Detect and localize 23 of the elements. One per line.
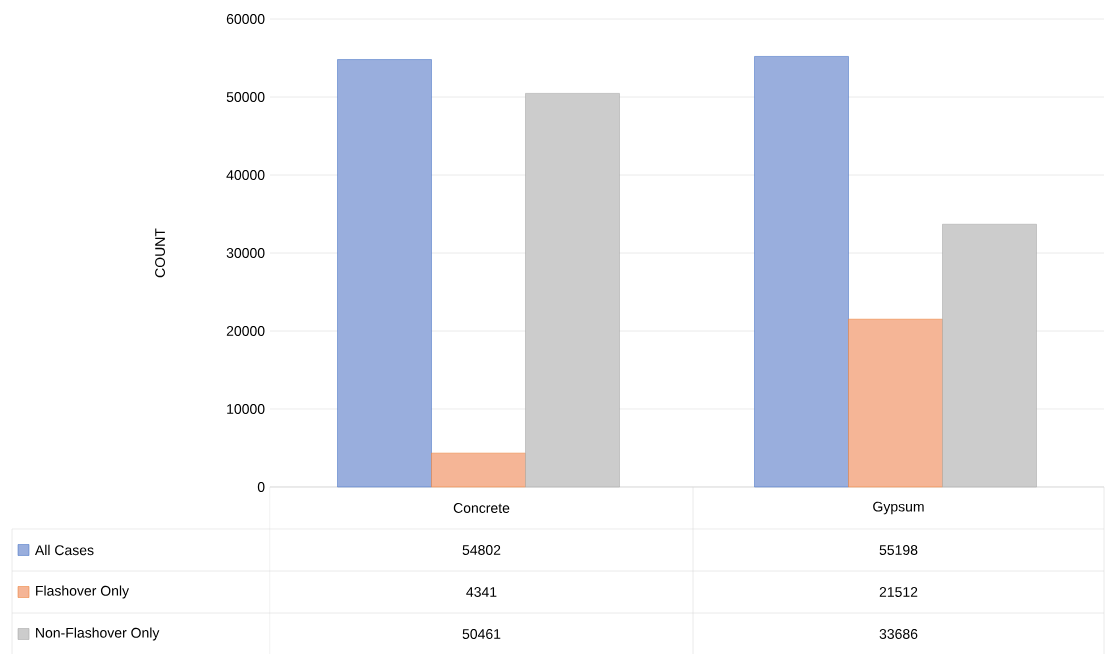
x-tick-label: Gypsum [873, 501, 924, 515]
y-tick-label: 20000 [226, 326, 265, 336]
data-label: 33686 [879, 629, 918, 639]
y-tick-label: 60000 [226, 14, 265, 24]
y-axis-title: COUNT [155, 228, 165, 278]
data-label: 4341 [466, 587, 497, 597]
y-tick-label: 30000 [226, 248, 265, 258]
y-tick-label: 0 [257, 482, 265, 492]
legend-label: Flashover Only [36, 585, 130, 599]
bar [848, 318, 943, 488]
y-tick-label: 50000 [226, 92, 265, 102]
data-label: 50461 [462, 629, 501, 639]
legend-label: All Cases [34, 544, 94, 556]
bar [431, 452, 526, 488]
data-label: 21512 [879, 587, 918, 597]
legend-label: Non-Flashover Only [36, 627, 160, 641]
bar [754, 56, 849, 488]
x-tick-label: Concrete [453, 503, 510, 513]
data-label: 54802 [462, 545, 501, 555]
data-label: 55198 [879, 545, 918, 555]
y-tick-label: 10000 [227, 404, 265, 414]
y-tick-label: 40000 [226, 170, 265, 180]
bar [337, 59, 432, 488]
